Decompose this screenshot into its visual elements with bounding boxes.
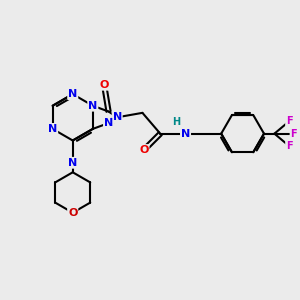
- Text: F: F: [286, 116, 292, 126]
- Text: N: N: [181, 129, 190, 139]
- Text: O: O: [139, 145, 148, 155]
- Text: N: N: [48, 124, 57, 134]
- Text: N: N: [68, 158, 77, 168]
- Text: O: O: [68, 208, 77, 218]
- Text: N: N: [112, 112, 122, 122]
- Text: N: N: [88, 101, 98, 111]
- Text: N: N: [104, 118, 113, 128]
- Text: F: F: [290, 129, 297, 139]
- Text: H: H: [172, 117, 181, 128]
- Text: F: F: [286, 141, 292, 151]
- Text: O: O: [99, 80, 109, 90]
- Text: N: N: [68, 89, 77, 99]
